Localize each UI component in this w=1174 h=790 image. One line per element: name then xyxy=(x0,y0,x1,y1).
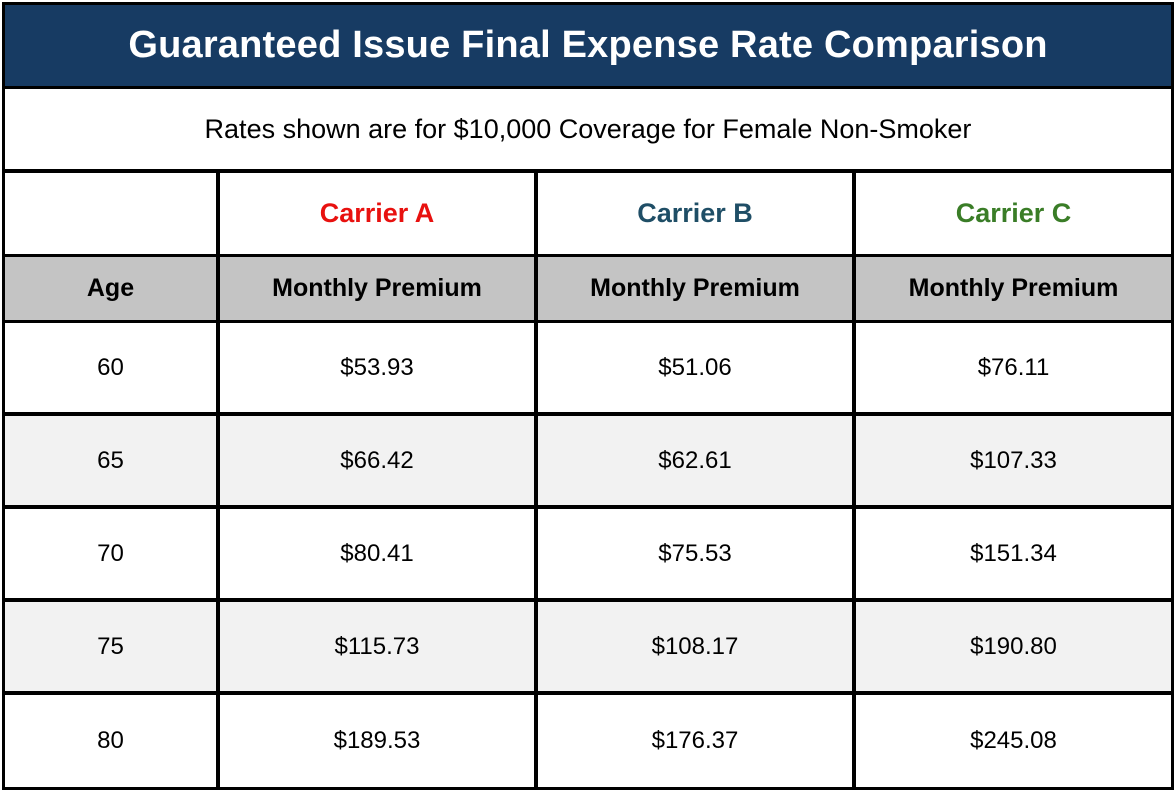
table-row: 75 $115.73 $108.17 $190.80 xyxy=(5,602,1171,695)
age-header: Age xyxy=(5,257,220,320)
carrier-c-value: $190.80 xyxy=(970,632,1057,660)
age-cell: 65 xyxy=(5,416,220,505)
carrier-b-value: $75.53 xyxy=(538,509,856,598)
table-row: 70 $80.41 $75.53 $151.34 xyxy=(5,509,1171,602)
carrier-header-row: Carrier A Carrier B Carrier C xyxy=(5,173,1171,257)
carrier-b-header: Carrier B xyxy=(538,173,856,254)
carrier-b-value: $62.61 xyxy=(538,416,856,505)
carrier-c-value: $151.34 xyxy=(970,539,1057,567)
table-row: 65 $66.42 $62.61 $107.33 xyxy=(5,416,1171,509)
carrier-a-header: Carrier A xyxy=(220,173,538,254)
carrier-c-value: $76.11 xyxy=(977,353,1050,381)
carrier-c-header: Carrier C xyxy=(955,198,1072,228)
age-cell: 60 xyxy=(5,323,220,412)
carrier-c-value: $245.08 xyxy=(970,727,1057,754)
carrier-a-value: $80.41 xyxy=(220,509,538,598)
carrier-a-value: $115.73 xyxy=(220,602,538,691)
carrier-b-value: $51.06 xyxy=(538,323,856,412)
table-grid: Carrier A Carrier B Carrier C Age Monthl… xyxy=(5,173,1171,787)
carrier-a-value: $66.42 xyxy=(220,416,538,505)
table-title: Guaranteed Issue Final Expense Rate Comp… xyxy=(5,5,1171,89)
premium-header-b: Monthly Premium xyxy=(538,257,856,320)
carrier-b-value: $108.17 xyxy=(538,602,856,691)
table-row: 80 $189.53 $176.37 $245.08 xyxy=(5,695,1171,787)
column-header-row: Age Monthly Premium Monthly Premium Mont… xyxy=(5,257,1171,323)
table-row: 60 $53.93 $51.06 $76.11 xyxy=(5,323,1171,416)
premium-header-c: Monthly Premium xyxy=(908,274,1119,302)
carrier-a-value: $53.93 xyxy=(220,323,538,412)
carrier-a-value: $189.53 xyxy=(220,695,538,787)
age-cell: 75 xyxy=(5,602,220,691)
empty-corner-cell xyxy=(5,173,220,254)
carrier-b-value: $176.37 xyxy=(538,695,856,787)
table-subtitle: Rates shown are for $10,000 Coverage for… xyxy=(5,89,1171,173)
age-cell: 70 xyxy=(5,509,220,598)
age-cell: 80 xyxy=(5,695,220,787)
premium-header-a: Monthly Premium xyxy=(220,257,538,320)
carrier-c-value: $107.33 xyxy=(970,446,1057,474)
